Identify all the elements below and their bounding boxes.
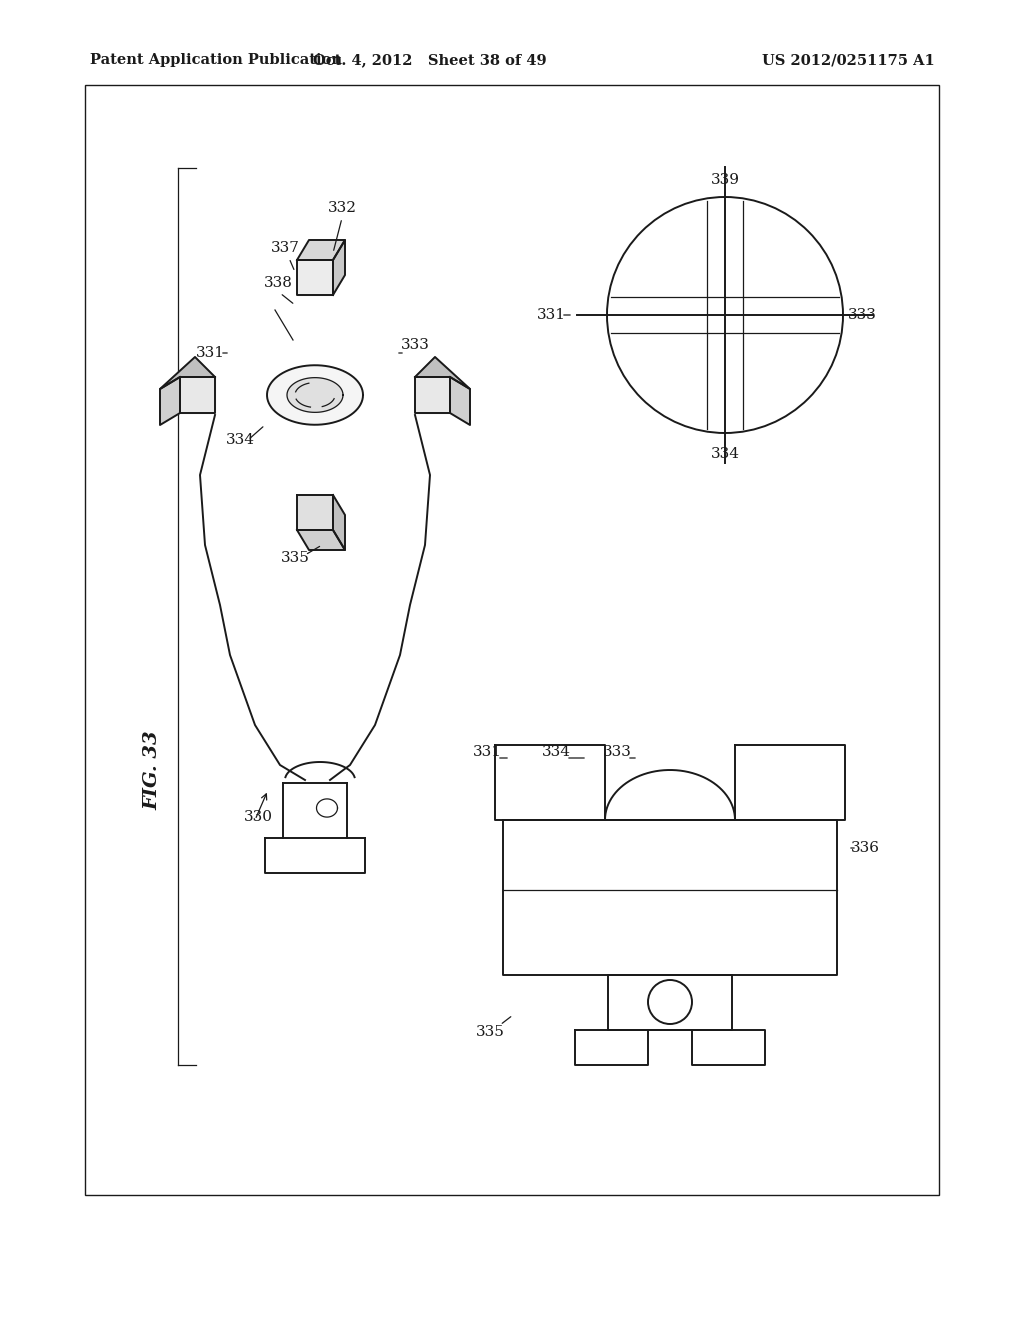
Text: 335: 335 — [281, 550, 309, 565]
Text: FIG. 33: FIG. 33 — [143, 730, 161, 809]
Text: 332: 332 — [328, 201, 356, 215]
Text: 334: 334 — [711, 447, 739, 461]
Text: 337: 337 — [270, 242, 299, 255]
Polygon shape — [287, 378, 343, 412]
Polygon shape — [450, 378, 470, 425]
Text: 335: 335 — [475, 1026, 505, 1039]
Text: 336: 336 — [851, 841, 880, 855]
Text: 330: 330 — [244, 810, 272, 824]
Polygon shape — [297, 495, 333, 531]
Polygon shape — [160, 356, 215, 389]
Polygon shape — [333, 240, 345, 294]
Polygon shape — [267, 366, 362, 425]
Text: 333: 333 — [400, 338, 429, 352]
Text: Patent Application Publication: Patent Application Publication — [90, 53, 342, 67]
Text: 339: 339 — [711, 173, 739, 187]
Text: 331: 331 — [472, 744, 502, 759]
Polygon shape — [297, 260, 333, 294]
Polygon shape — [415, 356, 470, 389]
Bar — [85, 84, 939, 1195]
Polygon shape — [297, 531, 345, 550]
Text: 334: 334 — [542, 744, 570, 759]
Polygon shape — [297, 240, 345, 260]
Text: Oct. 4, 2012   Sheet 38 of 49: Oct. 4, 2012 Sheet 38 of 49 — [313, 53, 547, 67]
Text: 333: 333 — [848, 308, 877, 322]
Text: 333: 333 — [602, 744, 632, 759]
Text: 331: 331 — [537, 308, 565, 322]
Text: 334: 334 — [225, 433, 255, 447]
Text: US 2012/0251175 A1: US 2012/0251175 A1 — [762, 53, 935, 67]
Polygon shape — [180, 378, 215, 413]
Polygon shape — [333, 495, 345, 550]
Polygon shape — [415, 378, 450, 413]
Polygon shape — [160, 378, 180, 425]
Text: 331: 331 — [196, 346, 224, 360]
Text: 338: 338 — [263, 276, 293, 290]
